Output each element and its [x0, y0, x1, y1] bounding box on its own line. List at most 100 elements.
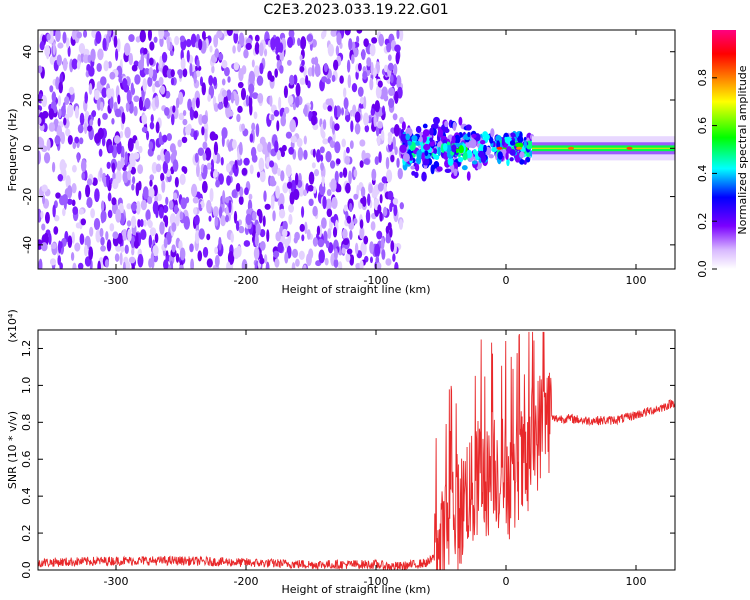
spectrogram-cell [278, 208, 286, 219]
spectrogram-xtick-label: -100 [364, 274, 389, 287]
spectrogram-cell [115, 209, 122, 223]
spectrogram-cell [100, 76, 107, 86]
spectrogram-cell [372, 185, 379, 198]
spectrogram-cell [248, 193, 253, 200]
spectrogram-cell [373, 67, 377, 77]
spectrogram-cell [134, 74, 141, 85]
spectrogram-cell [100, 200, 105, 212]
spectrogram-cell [345, 146, 350, 154]
spectrogram-cell [133, 105, 138, 117]
spectrogram-cell [322, 195, 327, 210]
spectrogram-cell [309, 100, 314, 111]
spectrogram-cell [48, 122, 56, 132]
spectrogram-cell [199, 76, 204, 87]
snr-ytick-label: 1.0 [20, 377, 33, 395]
spectrogram-cell [238, 225, 245, 234]
spectrogram-cell [83, 244, 88, 257]
spectrogram-cell [179, 264, 184, 269]
spectrogram-marks [38, 30, 675, 269]
spectrogram-cell [164, 216, 169, 228]
spectrogram-cell [41, 94, 48, 107]
spectrogram-cell [378, 151, 382, 164]
spectrogram-cell [83, 122, 88, 135]
spectrogram-cell [98, 148, 103, 157]
spectrogram-cell [354, 242, 359, 255]
spectrogram-cell [114, 108, 122, 118]
spectrogram-cell [105, 231, 109, 241]
spectrogram-cell [338, 261, 343, 269]
spectrogram-cell [295, 258, 300, 267]
spectrogram-cell [387, 222, 392, 231]
spectrogram-cell [120, 156, 125, 168]
spectrogram-cell [285, 164, 292, 177]
spectrogram-cell [472, 149, 477, 155]
spectrogram-cell [71, 164, 77, 173]
spectrogram-cell [127, 228, 132, 242]
spectrogram-cell [218, 206, 223, 219]
spectrogram-cell [369, 256, 373, 264]
spectrogram-cell [348, 170, 352, 185]
spectrogram-cell [488, 154, 494, 159]
spectrogram-cell [466, 171, 471, 181]
spectrogram-cell [342, 238, 350, 246]
spectrogram-cell [56, 125, 63, 138]
spectrogram-cell [282, 182, 289, 194]
spectrogram-ytick-label: 20 [21, 93, 34, 107]
spectrogram-cell [158, 206, 164, 219]
spectrogram-cell [135, 36, 141, 43]
spectrogram-cell [75, 222, 82, 229]
spectrogram-cell [81, 172, 86, 181]
spectrogram-cell [258, 157, 265, 172]
spectrogram-cell [377, 121, 383, 129]
spectrogram-cell [182, 109, 187, 117]
spectrogram-cell [123, 42, 131, 56]
spectrogram-xtick-label: -300 [104, 274, 129, 287]
spectrogram-cell [154, 95, 159, 108]
spectrogram-cell [124, 244, 129, 254]
snr-ytick-label: 1.2 [20, 340, 33, 358]
spectrogram-cell [369, 78, 374, 91]
spectrogram-cell [227, 76, 231, 83]
snr-xtick-label: 0 [503, 575, 510, 588]
spectrogram-cell [121, 111, 126, 124]
spectrogram-cell [124, 126, 131, 139]
spectrogram-cell [312, 237, 318, 247]
spectrogram-cell [252, 211, 257, 221]
spectrogram-cell [44, 211, 50, 224]
spectrogram-cell [429, 137, 434, 142]
spectrogram-cell [307, 184, 314, 192]
spectrogram-cell [296, 179, 303, 188]
spectrogram-cell [208, 75, 214, 86]
spectrogram-cell [332, 226, 338, 238]
spectrogram-cell [41, 242, 48, 252]
spectrogram-cell [327, 43, 335, 57]
spectrogram-cell [321, 217, 327, 229]
spectrogram-cell [307, 67, 313, 77]
spectrogram-cell [270, 196, 275, 210]
spectrogram-cell [339, 171, 343, 178]
spectrogram-cell [519, 151, 525, 158]
spectrogram-cell [399, 202, 404, 210]
spectrogram-cell [165, 196, 169, 206]
spectrogram-cell [141, 89, 145, 102]
spectrogram-cell [274, 68, 278, 78]
spectrogram-cell [347, 74, 352, 89]
spectrogram-cell [312, 205, 318, 217]
spectrogram-cell [201, 82, 206, 96]
spectrogram-cell [113, 35, 118, 48]
spectrogram-xlabel: Height of straight line (km) [281, 283, 430, 296]
spectrogram-cell [86, 178, 93, 186]
spectrogram-cell [99, 101, 104, 112]
spectrogram-cell [222, 190, 226, 204]
spectrogram-cell [274, 36, 281, 49]
spectrogram-cell [149, 179, 153, 187]
spectrogram-cell [148, 141, 154, 150]
spectrogram-cell [122, 261, 126, 269]
spectrogram-cell [376, 262, 382, 269]
spectrogram-cell [212, 206, 219, 218]
spectrogram-cell [398, 218, 404, 230]
spectrogram-cell [44, 45, 51, 57]
spectrogram-cell [72, 262, 77, 269]
spectrogram-cell [259, 62, 264, 75]
spectrogram-cell [193, 110, 199, 119]
